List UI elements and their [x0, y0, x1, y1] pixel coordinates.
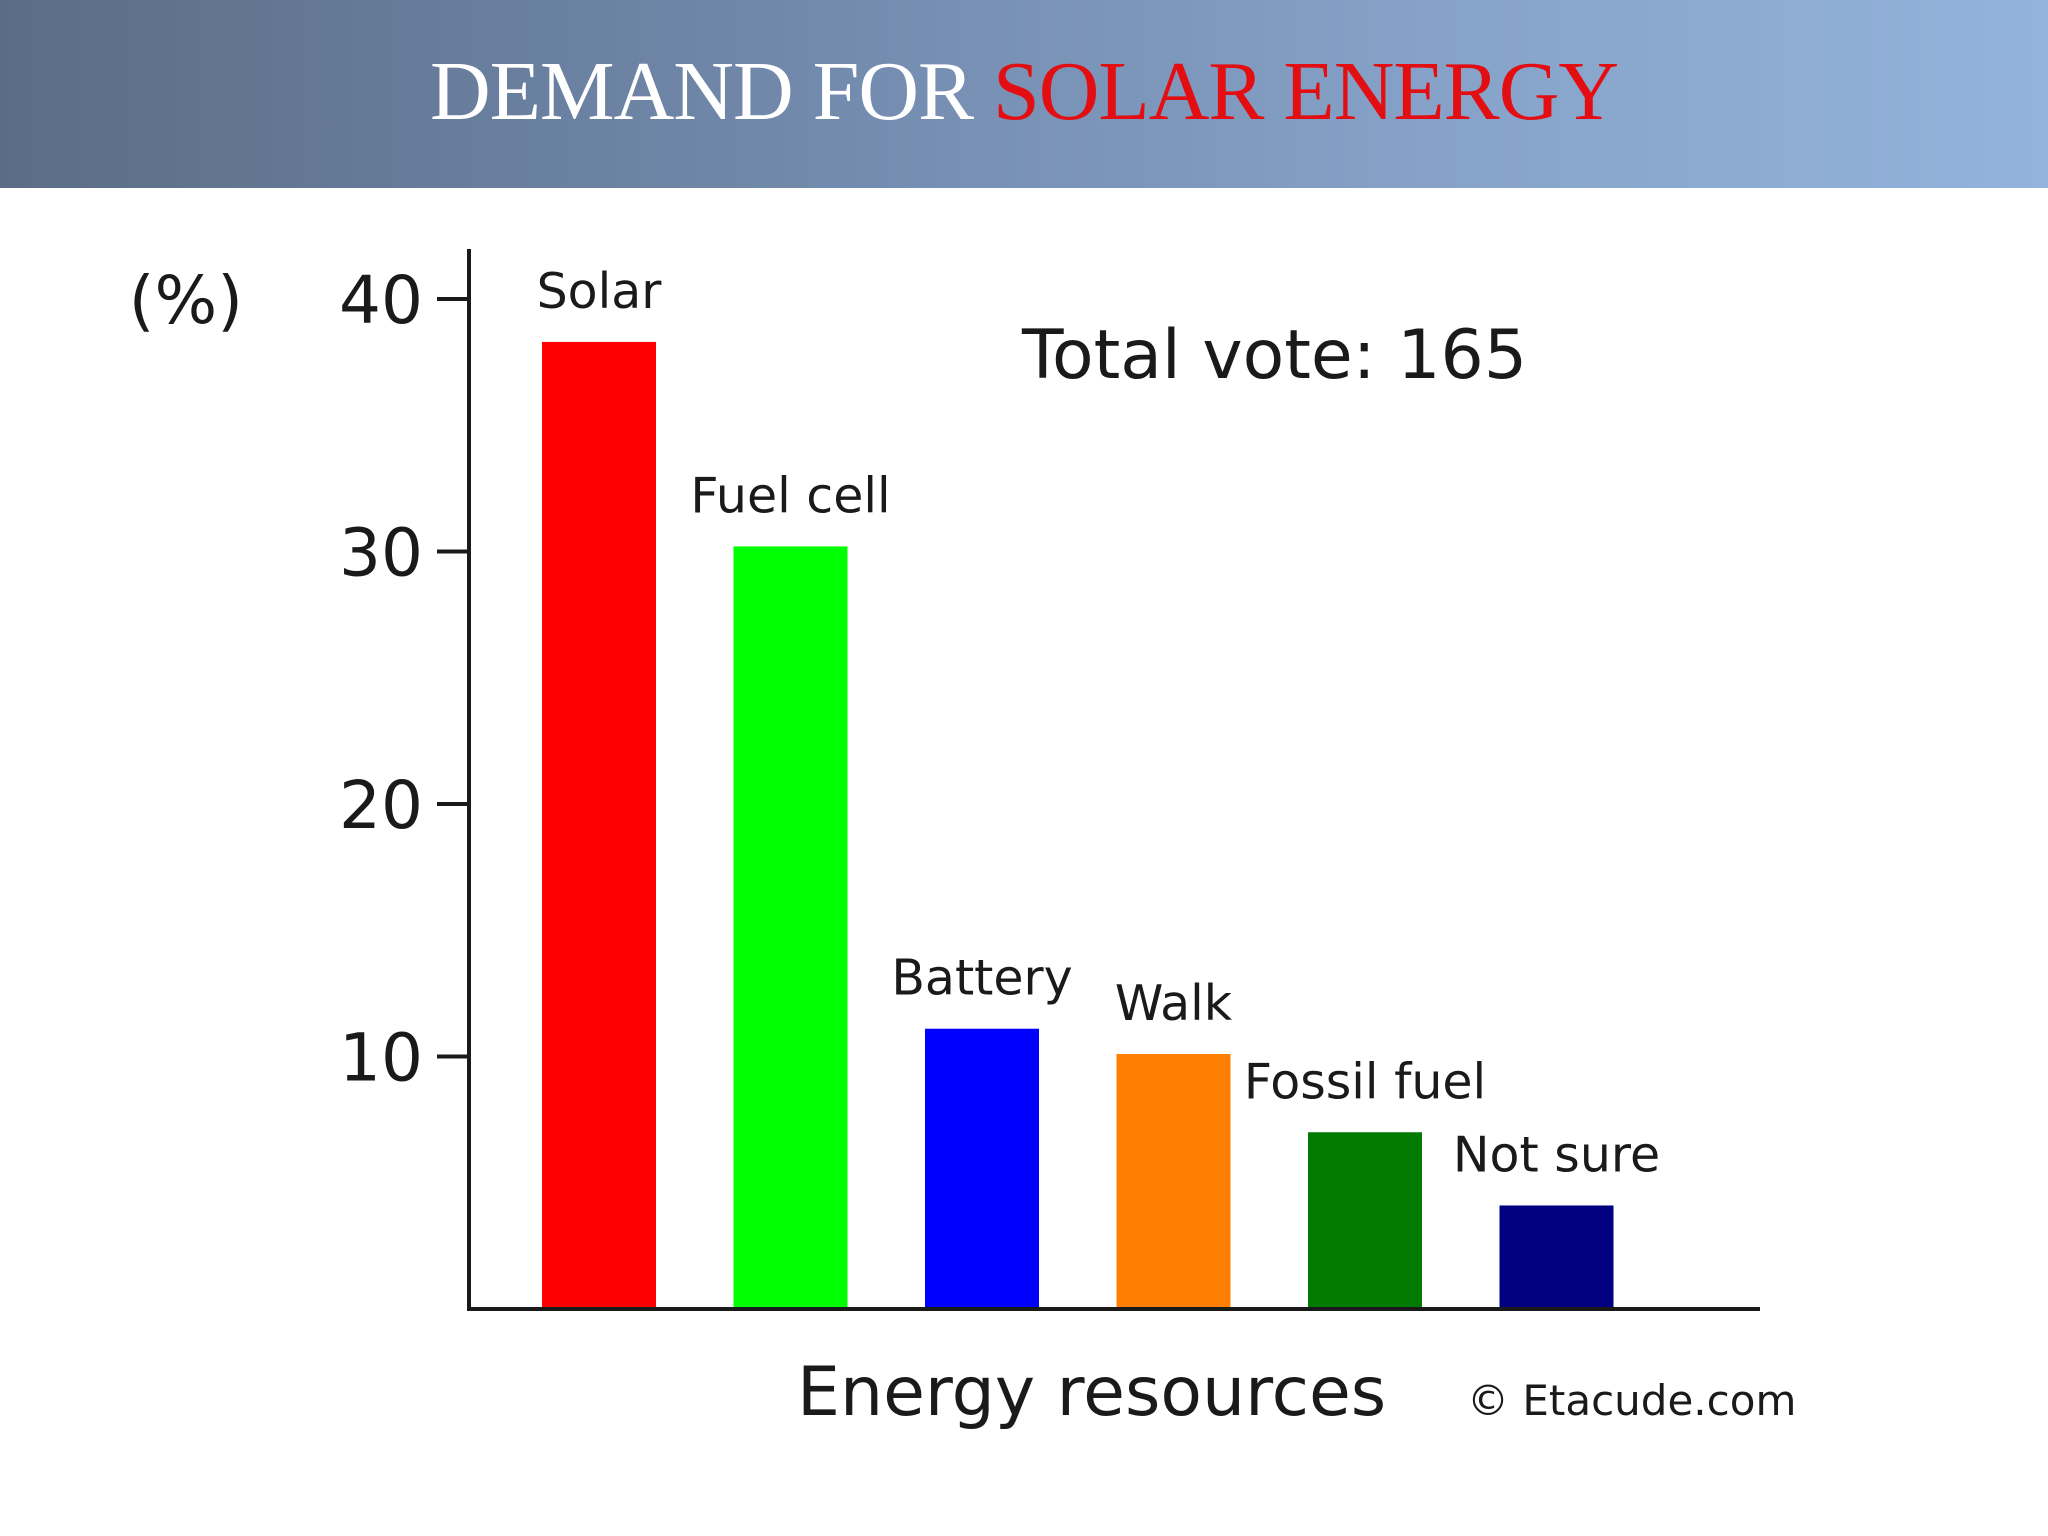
- slide-title-accent: SOLAR ENERGY: [993, 45, 1619, 138]
- x-axis-label: Energy resources: [797, 1353, 1386, 1432]
- bar: [925, 1028, 1039, 1309]
- y-axis-label: (%): [129, 262, 243, 339]
- bar: [1499, 1205, 1614, 1309]
- header-band: [0, 0, 2048, 188]
- bar: [733, 546, 848, 1309]
- bar-category-label: Fossil fuel: [1244, 1053, 1486, 1110]
- bars: [542, 341, 1614, 1309]
- bar-category-label: Not sure: [1453, 1126, 1660, 1183]
- y-axis-ticks: 10 20 30 40: [339, 262, 469, 1097]
- bar: [1116, 1053, 1231, 1309]
- bar-category-label: Walk: [1115, 975, 1233, 1032]
- bar-category-label: Battery: [891, 950, 1072, 1007]
- bar: [1308, 1132, 1422, 1309]
- total-vote-annotation: Total vote: 165: [1021, 316, 1527, 395]
- y-tick-label: 40: [339, 262, 423, 339]
- slide-title-main: DEMAND FOR: [429, 45, 994, 138]
- credit-text: © Etacude.com: [1467, 1376, 1796, 1425]
- y-tick-label: 20: [339, 767, 423, 844]
- y-tick-label: 30: [339, 515, 423, 592]
- slide-title: DEMAND FOR SOLAR ENERGY: [0, 38, 2048, 146]
- bar-category-label: Fuel cell: [690, 467, 890, 524]
- y-tick-label: 10: [339, 1020, 423, 1097]
- bar: [542, 341, 656, 1309]
- bar-category-label: Solar: [537, 263, 663, 320]
